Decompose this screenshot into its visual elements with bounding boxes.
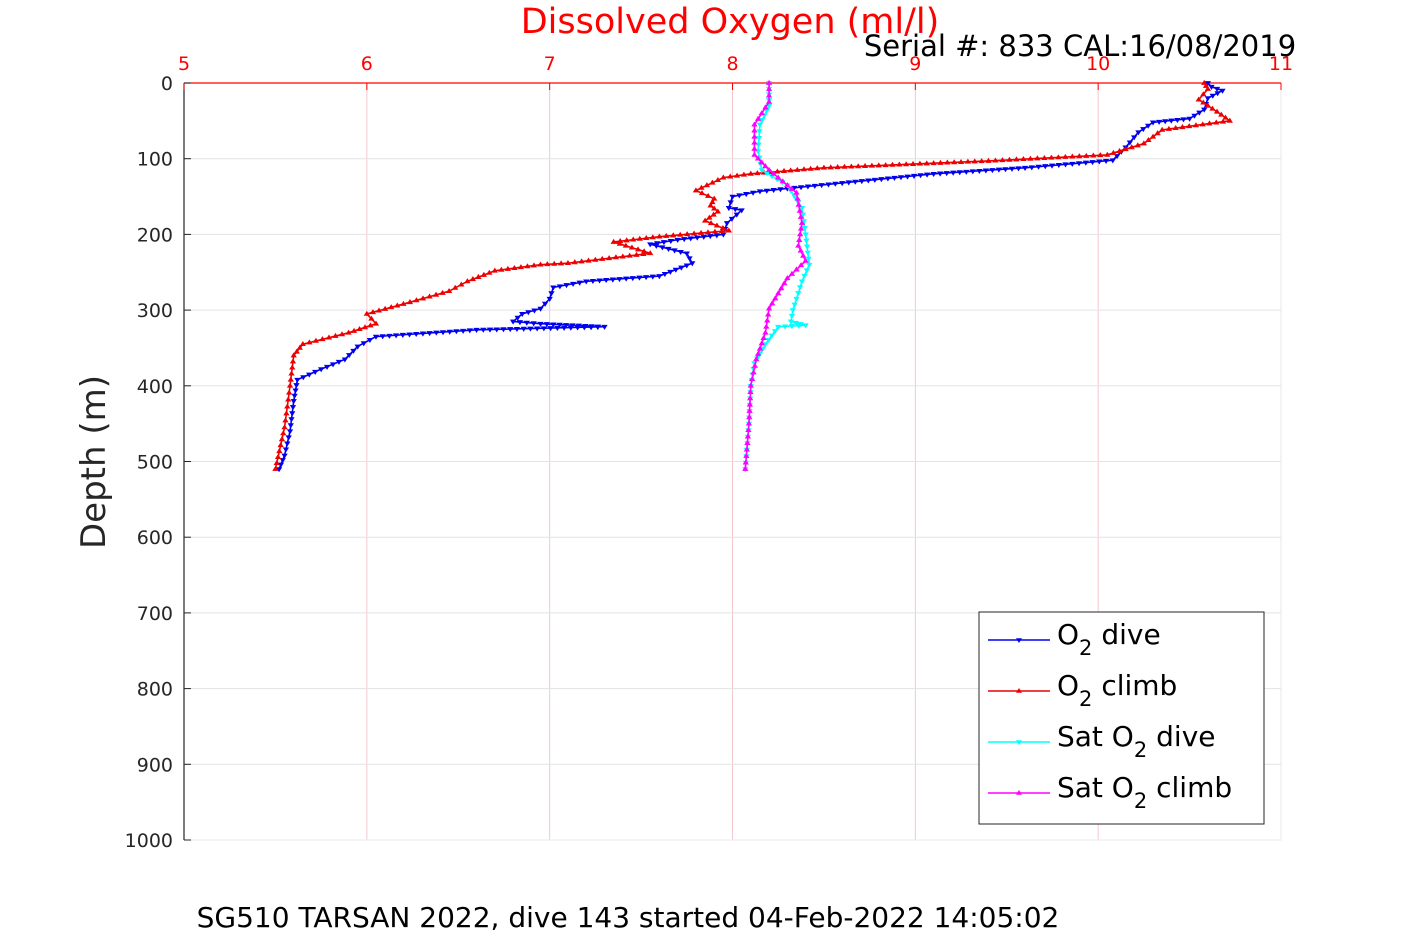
y-tick-label: 400 xyxy=(137,376,173,398)
legend-label-o2-climb: O2 climb xyxy=(1057,669,1177,711)
series-markers-o2-dive xyxy=(275,81,1226,473)
x-tick-label: 7 xyxy=(544,53,556,75)
chart-title: Dissolved Oxygen (ml/l) xyxy=(521,2,940,42)
legend: O2 dive O2 climb Sat O2 dive Sat O2 climb xyxy=(978,611,1265,825)
series-sat-o2-climb xyxy=(742,79,809,471)
y-tick-label: 300 xyxy=(137,300,173,322)
legend-label-sat-o2-climb: Sat O2 climb xyxy=(1057,771,1232,813)
series-markers-o2-climb xyxy=(272,79,1233,471)
y-tick-label: 1000 xyxy=(125,830,173,852)
data-series xyxy=(272,79,1233,473)
legend-marker-o2-dive xyxy=(1016,638,1022,643)
y-tick-label: 0 xyxy=(161,73,173,95)
y-tick-label: 200 xyxy=(137,224,173,246)
series-o2-dive xyxy=(275,81,1226,473)
legend-label-sat-o2-dive: Sat O2 dive xyxy=(1057,720,1215,762)
y-tick-label: 600 xyxy=(137,527,173,549)
legend-label-o2-dive: O2 dive xyxy=(1057,618,1161,660)
y-tick-label: 800 xyxy=(137,679,173,701)
y-axis-label: Depth (m) xyxy=(74,375,114,549)
legend-marker-sat-o2-climb xyxy=(1016,790,1022,795)
legend-box xyxy=(978,611,1265,825)
x-tick-label: 8 xyxy=(726,53,738,75)
figure-caption: SG510 TARSAN 2022, dive 143 started 04-F… xyxy=(197,901,1060,934)
y-tick-label: 500 xyxy=(137,452,173,474)
series-markers-sat-o2-climb xyxy=(742,79,809,471)
x-tick-label: 6 xyxy=(361,53,373,75)
legend-items: O2 dive O2 climb Sat O2 dive Sat O2 climb xyxy=(988,618,1232,813)
y-tick-label: 100 xyxy=(137,149,173,171)
x-tick-label: 10 xyxy=(1086,53,1110,75)
legend-marker-sat-o2-dive xyxy=(1016,740,1022,745)
legend-marker-o2-climb xyxy=(1016,688,1022,693)
x-tick-label: 9 xyxy=(909,53,921,75)
chart-subtitle: Serial #: 833 CAL:16/08/2019 xyxy=(864,29,1296,63)
y-tick-label: 900 xyxy=(137,754,173,776)
x-tick-label: 5 xyxy=(178,53,190,75)
y-tick-label: 700 xyxy=(137,603,173,625)
x-tick-label: 11 xyxy=(1269,53,1293,75)
axis-ticks: 5 6 7 8 9 10 11 0 100 200 300 400 500 600 700 800 900 100… xyxy=(125,53,1293,852)
series-o2-climb xyxy=(272,79,1233,471)
